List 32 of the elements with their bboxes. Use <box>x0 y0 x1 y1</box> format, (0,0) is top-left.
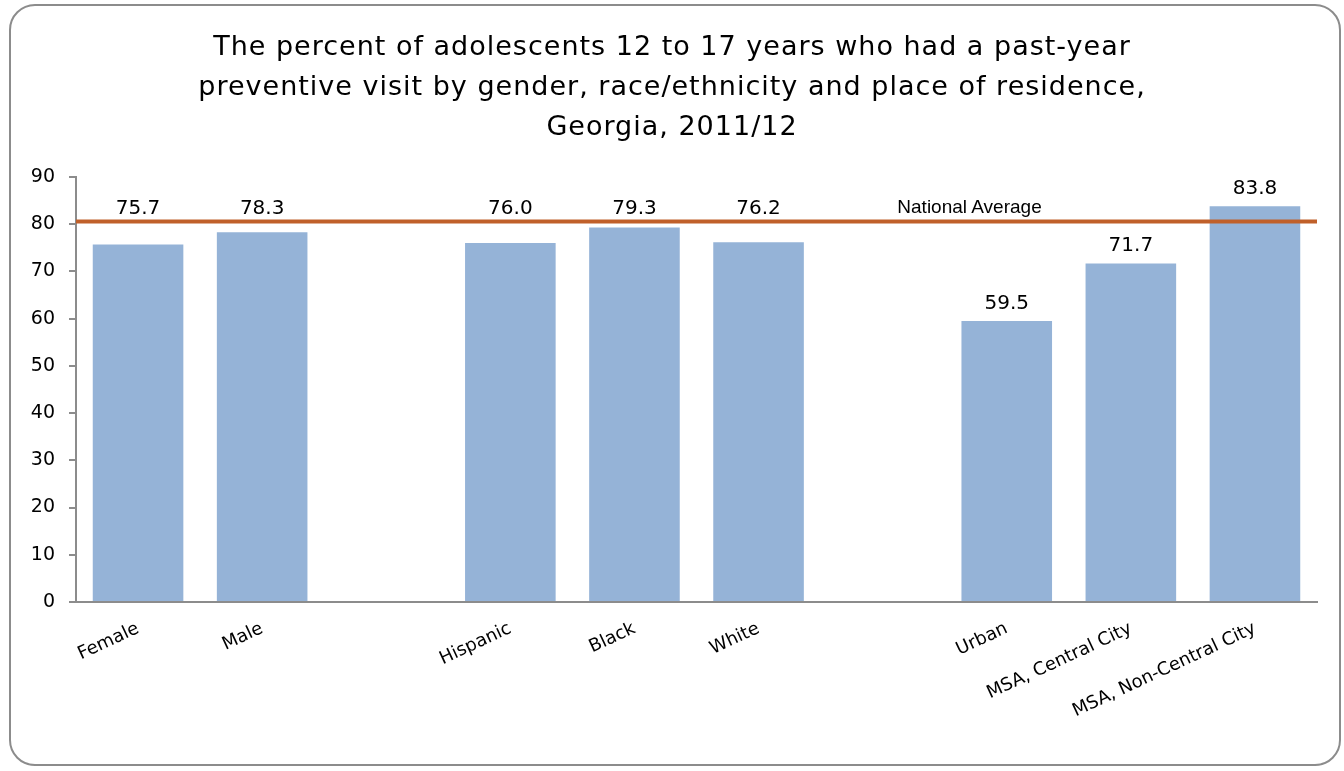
bar <box>589 227 680 601</box>
x-tick-label: Black <box>585 616 639 657</box>
y-tick-label: 50 <box>30 352 55 375</box>
chart-title: The percent of adolescents 12 to 17 years who had a past-year preventive visit by gender, race/ethnicity and place of residence, Georgia, 2011/12 <box>197 29 1147 143</box>
data-label: 83.8 <box>1232 175 1278 200</box>
bar <box>216 232 308 601</box>
data-label: 76.2 <box>736 195 781 220</box>
bar <box>465 243 556 601</box>
x-tick-label: Male <box>218 616 266 654</box>
data-label: 76.0 <box>488 195 533 220</box>
bar <box>961 321 1053 601</box>
y-tick-label: 90 <box>30 163 55 186</box>
y-tick-label: 40 <box>30 400 55 423</box>
data-label: 79.3 <box>612 195 657 220</box>
y-tick-label: 70 <box>30 258 55 281</box>
y-tick-label: 0 <box>42 588 55 611</box>
data-label: 78.3 <box>239 195 285 220</box>
bar <box>1209 206 1301 601</box>
y-tick-label: 10 <box>30 541 55 564</box>
bar <box>713 242 804 601</box>
ref-line-label: National Average <box>897 196 1042 218</box>
y-tick-label: 80 <box>30 211 55 234</box>
y-tick-label: 20 <box>30 494 55 517</box>
data-label: 71.7 <box>1108 232 1154 257</box>
x-tick-label: White <box>705 616 763 658</box>
data-label: 59.5 <box>984 290 1030 315</box>
bar <box>92 244 184 601</box>
x-tick-label: Urban <box>952 616 1011 659</box>
y-tick-label: 60 <box>30 305 55 328</box>
y-tick-label: 30 <box>30 447 55 470</box>
data-label: 75.7 <box>115 195 161 220</box>
bar <box>1085 263 1177 601</box>
